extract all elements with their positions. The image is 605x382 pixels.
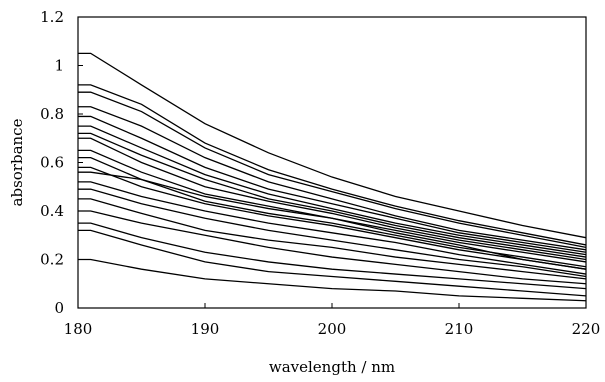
- series-line-15: [78, 198, 587, 280]
- series-line-11: [78, 166, 587, 270]
- y-tick-label: 0.6: [40, 154, 64, 172]
- series-line-5: [78, 115, 587, 253]
- series-line-1: [78, 52, 587, 239]
- x-axis-title: wavelength / nm: [269, 358, 395, 376]
- y-tick-label: 0.8: [40, 105, 64, 123]
- y-tick-label: 1: [54, 57, 64, 75]
- plot-area-frame: [77, 16, 587, 309]
- series-line-2: [78, 84, 587, 246]
- series-line-19: [78, 258, 587, 302]
- y-tick-label: 1.2: [40, 8, 64, 26]
- series-line-6: [78, 125, 587, 256]
- series-line-9: [78, 149, 587, 263]
- series-line-7: [78, 132, 587, 258]
- series-line-4: [78, 106, 587, 251]
- x-tick-label: 220: [572, 320, 601, 338]
- series-line-18: [78, 229, 587, 297]
- y-axis-title: absorbance: [8, 118, 26, 206]
- series-line-3: [78, 91, 587, 249]
- series-line-17: [78, 222, 587, 290]
- y-tick-label: 0: [54, 299, 64, 317]
- x-tick-label: 180: [64, 320, 93, 338]
- y-tick-label: 0.4: [40, 202, 64, 220]
- series-line-13: [78, 181, 587, 275]
- series-line-8: [78, 137, 587, 261]
- tick-layer: 180 190 200 210 220 0 0.2 0.4 0.6 0.8 1 1.2: [40, 8, 600, 338]
- x-tick-label: 190: [191, 320, 220, 338]
- x-tick-label: 200: [318, 320, 347, 338]
- y-tick-label: 0.2: [40, 251, 64, 269]
- x-tick-label: 210: [445, 320, 474, 338]
- series-line-12: [78, 171, 587, 270]
- series-layer: [78, 52, 587, 302]
- series-line-16: [78, 210, 587, 285]
- series-line-14: [78, 188, 587, 278]
